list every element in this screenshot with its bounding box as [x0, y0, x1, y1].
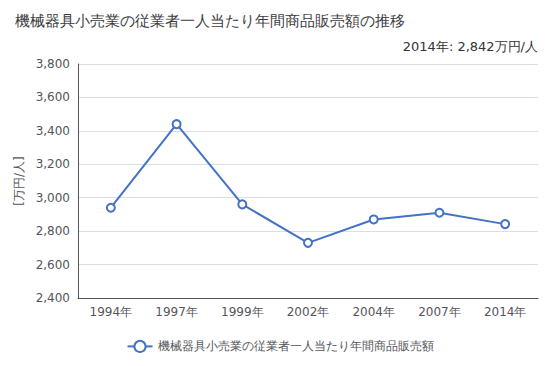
svg-text:1994年: 1994年 [90, 305, 133, 319]
svg-text:2,800: 2,800 [36, 224, 70, 238]
svg-text:3,000: 3,000 [36, 191, 70, 205]
svg-text:1999年: 1999年 [221, 305, 264, 319]
svg-text:2004年: 2004年 [352, 305, 395, 319]
svg-text:3,800: 3,800 [36, 57, 70, 71]
svg-text:2014年: 2014年 [484, 305, 527, 319]
svg-text:3,400: 3,400 [36, 124, 70, 138]
svg-text:2,600: 2,600 [36, 258, 70, 272]
svg-text:2014年: 2,842万円/人: 2014年: 2,842万円/人 [403, 39, 538, 54]
svg-text:2,400: 2,400 [36, 291, 70, 305]
svg-text:3,600: 3,600 [36, 90, 70, 104]
svg-text:2007年: 2007年 [418, 305, 461, 319]
svg-text:1997年: 1997年 [155, 305, 198, 319]
svg-text:機械器具小売業の従業者一人当たり年間商品販売額: 機械器具小売業の従業者一人当たり年間商品販売額 [158, 339, 434, 353]
svg-text:機械器具小売業の従業者一人当たり年間商品販売額の推移: 機械器具小売業の従業者一人当たり年間商品販売額の推移 [15, 12, 405, 30]
svg-text:[万円/人]: [万円/人] [12, 156, 26, 205]
svg-text:2002年: 2002年 [287, 305, 330, 319]
svg-text:3,200: 3,200 [36, 157, 70, 171]
